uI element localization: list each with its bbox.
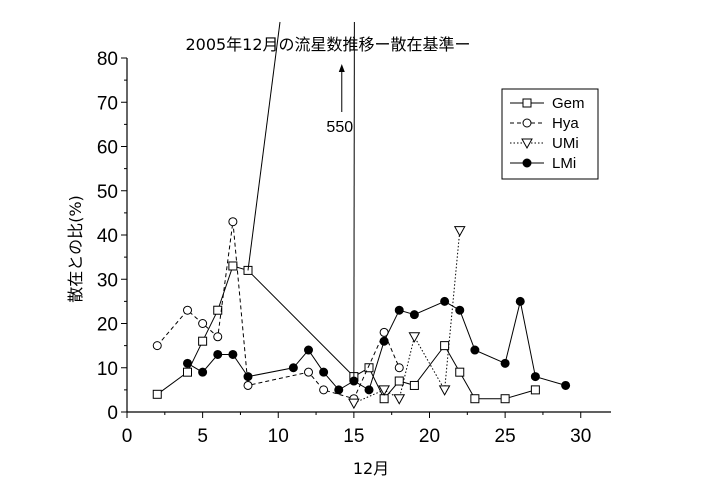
hya-data-point [152,341,162,351]
gem-data-point [183,367,192,377]
lmi-data-point [530,372,540,382]
y-tick-label: 20 [97,315,118,336]
gem-data-point [500,394,510,404]
hya-data-point [228,217,238,227]
legend-entry-lmi: LMi [510,155,576,172]
chart-title: 2005年12月の流星数推移ー散在基準ー [185,35,470,54]
y-tick-label: 70 [97,93,118,114]
series-umi [348,226,466,410]
series-hya-line [156,221,400,400]
gem-data-point [152,389,162,399]
legend-marker [522,118,532,128]
lmi-data-point [349,376,359,386]
lmi-data-point [379,336,389,346]
x-tick-label: 25 [495,426,516,447]
annotation-layer: 550 [247,21,355,377]
lmi-data-point [561,380,571,390]
y-axis-title: 散在との比(%) [66,195,85,303]
gem-data-point [364,363,374,373]
lmi-data-point [319,367,329,377]
legend-marker [522,158,532,168]
legend-marker [521,138,533,150]
y-tick-label: 80 [97,49,118,70]
lmi-data-point [455,305,465,315]
legend-label: LMi [552,155,576,172]
x-tick-label: 20 [419,426,440,447]
gem-off-scale-line [247,21,281,271]
series-gem-line [157,265,536,400]
y-tick-label: 50 [97,182,118,203]
y-tick-label: 30 [97,270,118,291]
lmi-data-point [288,363,298,373]
hya-data-point [243,380,253,390]
lmi-data-point [500,358,510,368]
gem-data-point [213,305,223,315]
hya-data-point [304,367,313,377]
legend-label: Hya [552,115,579,132]
series-gem [152,261,540,404]
lmi-data-point [228,349,238,359]
y-tick-label: 0 [107,403,118,424]
x-axis-title: 12月 [353,459,389,478]
legend-label: UMi [552,135,579,152]
y-tick-label: 10 [97,359,118,380]
lmi-data-point [183,358,192,368]
y-tick-label: 60 [97,138,118,159]
legend-box [501,88,599,180]
annotation-label: 550 [326,119,353,136]
umi-data-point [408,332,421,343]
gem-data-point [409,380,419,390]
lmi-data-point [213,349,223,359]
umi-data-point [393,394,406,405]
lmi-data-point [409,310,419,320]
legend-entry-hya: Hya [510,115,579,132]
lmi-data-point [394,305,404,315]
lmi-data-point [440,296,450,306]
legend-label: Gem [552,95,585,112]
annotation-arrowhead [338,64,345,72]
gem-data-point [530,385,540,395]
legend-entry-gem: Gem [510,95,585,112]
gem-data-point [198,336,208,346]
lmi-data-point [470,345,480,355]
lmi-data-point [515,296,525,306]
gem-data-point [394,376,404,386]
legend: Gem Hya UMi LMi [501,88,599,180]
series-umi-line [353,230,461,404]
gem-data-point [455,367,465,377]
y-tick-label: 40 [97,226,118,247]
hya-data-point [394,363,404,373]
gem-off-scale-return-line [353,21,355,377]
lmi-data-point [243,372,253,382]
umi-data-point [378,385,390,396]
axes: 0 10 20 30 40 50 60 70 80 0 5 10 15 20 25 30 [97,49,611,447]
series-layer [152,217,571,410]
legend-marker [522,98,532,108]
lmi-data-point [304,345,313,355]
umi-data-point [348,398,360,410]
lmi-data-point [334,385,344,395]
hya-data-point [213,332,223,342]
umi-data-point [453,226,466,237]
lmi-data-point [198,367,208,377]
series-lmi [183,296,571,395]
umi-data-point [438,385,451,396]
lmi-data-point [364,385,374,395]
gem-data-point [228,261,238,271]
gem-data-point [379,394,389,404]
gem-data-point [440,341,450,351]
x-tick-label: 15 [343,426,364,447]
x-tick-label: 0 [122,426,133,447]
x-tick-label: 5 [197,426,208,447]
x-tick-label: 10 [268,426,289,447]
legend-entry-umi: UMi [510,135,579,152]
series-hya [152,217,404,404]
hya-data-point [183,305,192,315]
hya-data-point [198,319,208,328]
hya-data-point [319,385,329,395]
x-tick-label: 30 [570,426,591,447]
gem-data-point [470,394,480,404]
